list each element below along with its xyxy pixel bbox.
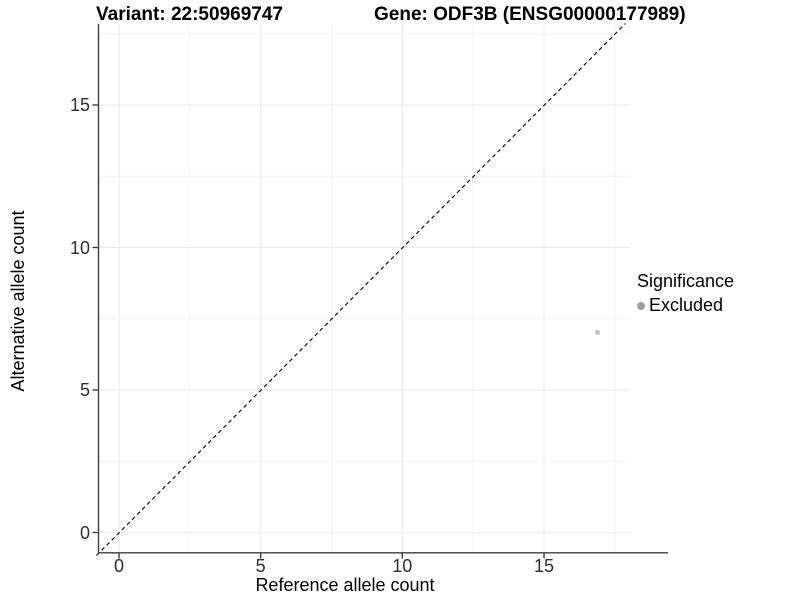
minor-gridlines xyxy=(98,24,630,552)
y-tick-label-10: 10 xyxy=(69,237,90,258)
x-tick-label-10: 10 xyxy=(392,556,413,576)
gene-title: Gene: ODF3B (ENSG00000177989) xyxy=(374,4,686,25)
legend: Significance Excluded xyxy=(637,271,734,316)
variant-title: Variant: 22:50969747 xyxy=(96,4,283,25)
axis-tick-marks xyxy=(92,104,545,559)
excluded-point-icon xyxy=(637,301,645,310)
x-tick-label-0: 0 xyxy=(113,556,124,576)
x-tick-label-5: 5 xyxy=(255,556,266,576)
legend-item-label: Excluded xyxy=(649,295,724,315)
y-axis-title: Alternative allele count xyxy=(8,210,28,392)
identity-line xyxy=(96,23,626,556)
y-tick-label-15: 15 xyxy=(69,95,90,115)
axis-lines xyxy=(97,24,668,554)
data-point-excluded xyxy=(594,329,601,336)
x-axis-title: Reference allele count xyxy=(255,575,435,595)
y-tick-label-5: 5 xyxy=(79,380,90,400)
x-tick-label-15: 15 xyxy=(533,556,555,576)
legend-title: Significance xyxy=(637,271,735,291)
y-tick-label-0: 0 xyxy=(79,522,90,543)
major-gridlines xyxy=(98,24,630,552)
legend-item-excluded: Excluded xyxy=(637,295,734,316)
